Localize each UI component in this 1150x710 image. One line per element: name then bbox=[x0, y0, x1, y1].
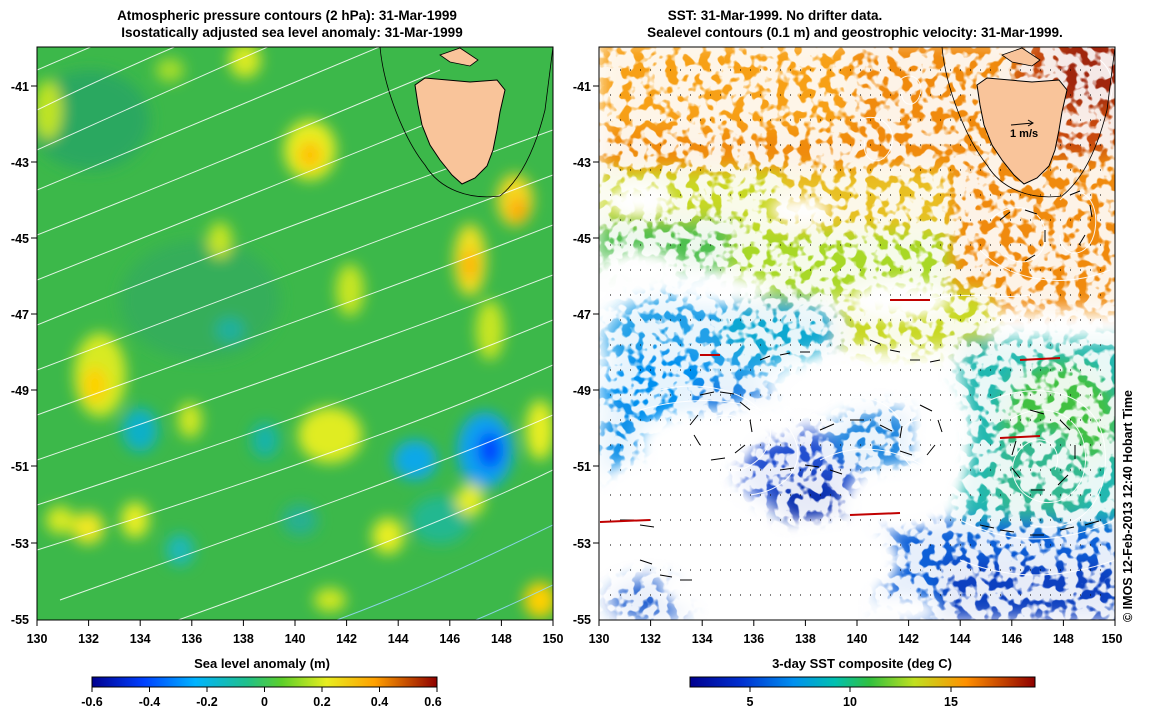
left-y-tick-labels: -41 -43 -45 -47 -49 -51 -53 -55 bbox=[11, 80, 29, 627]
x-tick-label: 138 bbox=[233, 632, 254, 646]
left-title-line2: Isostatically adjusted sea level anomaly… bbox=[121, 25, 462, 40]
sealevel-contours bbox=[639, 59, 1115, 576]
tasmania-landmass-sst bbox=[941, 47, 1115, 198]
y-tick-label: -53 bbox=[573, 537, 591, 551]
y-tick-label: -51 bbox=[573, 460, 591, 474]
x-tick-label: 134 bbox=[692, 632, 713, 646]
x-tick-label: 146 bbox=[1001, 632, 1022, 646]
x-tick-label: 136 bbox=[181, 632, 202, 646]
sst-colorbar-tick-labels: 5 10 15 bbox=[747, 695, 958, 709]
y-tick-label: -45 bbox=[573, 232, 591, 246]
sst-map: 1 m/s bbox=[599, 47, 1115, 620]
left-tick-marks bbox=[31, 85, 554, 626]
credit-text: © IMOS 12-Feb-2013 12:40 Hobart Time bbox=[1121, 390, 1135, 622]
velocity-vectors bbox=[620, 190, 1100, 581]
colorbar-tick-label: 5 bbox=[747, 695, 754, 709]
colorbar-tick-label: 0.2 bbox=[313, 695, 330, 709]
colorbar-tick-label: -0.2 bbox=[196, 695, 218, 709]
sla-colorbar-tick-labels: -0.6 -0.4 -0.2 0 0.2 0.4 0.6 bbox=[81, 695, 442, 709]
right-title-line1: SST: 31-Mar-1999. No drifter data. bbox=[668, 8, 883, 23]
colorbar-tick-label: 0 bbox=[261, 695, 268, 709]
colorbar-tick-label: 15 bbox=[944, 695, 958, 709]
right-x-tick-labels: 130 132 134 136 138 140 142 144 146 148 … bbox=[589, 632, 1123, 646]
sla-colorbar bbox=[91, 676, 438, 688]
right-tick-marks bbox=[593, 85, 1116, 626]
left-title-line1: Atmospheric pressure contours (2 hPa): 3… bbox=[117, 8, 457, 23]
right-y-tick-labels: -41 -43 -45 -47 -49 -51 -53 -55 bbox=[573, 80, 591, 627]
y-tick-label: -55 bbox=[11, 613, 29, 627]
velocity-key-arrow bbox=[1010, 122, 1034, 126]
y-tick-label: -49 bbox=[573, 384, 591, 398]
colorbar-tick-label: -0.4 bbox=[139, 695, 161, 709]
x-tick-label: 140 bbox=[847, 632, 868, 646]
sla-colorbar-ticks bbox=[91, 687, 438, 692]
x-tick-label: 144 bbox=[950, 632, 971, 646]
y-tick-label: -43 bbox=[573, 156, 591, 170]
x-tick-label: 142 bbox=[898, 632, 919, 646]
x-tick-label: 134 bbox=[130, 632, 151, 646]
velocity-key-label: 1 m/s bbox=[1010, 128, 1038, 140]
colorbar-tick-label: 0.6 bbox=[424, 695, 441, 709]
y-tick-label: -53 bbox=[11, 537, 29, 551]
anomaly-field bbox=[37, 47, 553, 618]
left-x-tick-labels: 130 132 134 136 138 140 142 144 146 148 … bbox=[27, 632, 564, 646]
x-tick-label: 148 bbox=[1053, 632, 1074, 646]
x-tick-label: 142 bbox=[336, 632, 357, 646]
y-tick-label: -41 bbox=[573, 80, 591, 94]
y-tick-label: -41 bbox=[11, 80, 29, 94]
sla-colorbar-label: Sea level anomaly (m) bbox=[194, 656, 330, 671]
y-tick-label: -43 bbox=[11, 156, 29, 170]
velocity-dots bbox=[610, 69, 1110, 596]
x-tick-label: 132 bbox=[640, 632, 661, 646]
velocity-key: 1 m/s bbox=[1010, 119, 1038, 140]
x-tick-label: 146 bbox=[439, 632, 460, 646]
x-tick-label: 138 bbox=[795, 632, 816, 646]
sst-colorbar bbox=[689, 676, 1036, 688]
y-tick-label: -45 bbox=[11, 232, 29, 246]
y-tick-label: -47 bbox=[573, 308, 591, 322]
x-tick-label: 150 bbox=[543, 632, 564, 646]
y-tick-label: -55 bbox=[573, 613, 591, 627]
y-tick-label: -51 bbox=[11, 460, 29, 474]
sst-colorbar-ticks bbox=[749, 687, 952, 692]
red-streaks bbox=[599, 299, 1061, 523]
colorbar-tick-label: -0.6 bbox=[81, 695, 103, 709]
right-title-line2: Sealevel contours (0.1 m) and geostrophi… bbox=[647, 25, 1063, 40]
y-tick-label: -47 bbox=[11, 308, 29, 322]
pressure-contours bbox=[37, 47, 553, 620]
x-tick-label: 130 bbox=[589, 632, 610, 646]
y-tick-label: -49 bbox=[11, 384, 29, 398]
colorbar-tick-label: 0.4 bbox=[371, 695, 388, 709]
colorbar-tick-label: 10 bbox=[843, 695, 857, 709]
tasmania-landmass bbox=[379, 47, 553, 198]
sst-colorbar-label: 3-day SST composite (deg C) bbox=[772, 656, 952, 671]
sea-level-anomaly-map bbox=[37, 47, 553, 620]
x-tick-label: 148 bbox=[491, 632, 512, 646]
x-tick-label: 132 bbox=[78, 632, 99, 646]
x-tick-label: 140 bbox=[285, 632, 306, 646]
x-tick-label: 136 bbox=[743, 632, 764, 646]
x-tick-label: 150 bbox=[1102, 632, 1123, 646]
x-tick-label: 144 bbox=[388, 632, 409, 646]
x-tick-label: 130 bbox=[27, 632, 48, 646]
